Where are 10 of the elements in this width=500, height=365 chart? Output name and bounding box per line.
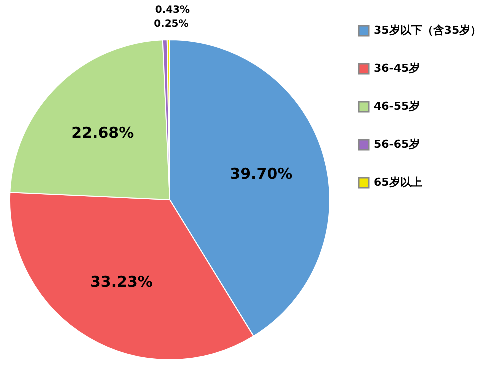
data-label: 33.23% [90, 272, 153, 291]
data-label: 0.25% [154, 19, 189, 30]
data-label: 0.43% [155, 5, 190, 16]
legend-label: 65岁以上 [374, 176, 422, 189]
legend-label: 36-45岁 [374, 62, 420, 75]
legend-label: 35岁以下（含35岁） [374, 24, 482, 37]
data-label: 22.68% [72, 124, 134, 142]
data-label: 39.70% [230, 165, 293, 184]
legend-label: 56-65岁 [374, 138, 420, 151]
legend-label: 46-55岁 [374, 100, 420, 113]
